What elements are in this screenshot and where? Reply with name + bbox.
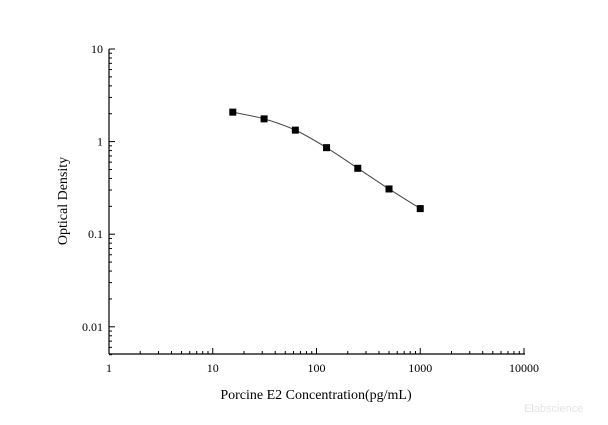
- data-point: [260, 115, 268, 123]
- data-point: [229, 108, 237, 116]
- x-tick-label: 10: [207, 361, 219, 375]
- series-line: [232, 111, 421, 210]
- y-axis-label: Optical Density: [56, 157, 71, 245]
- data-point: [385, 185, 393, 193]
- x-tick-label: 100: [308, 361, 326, 375]
- y-tick-label: 0.01: [82, 320, 103, 334]
- data-point: [291, 126, 299, 134]
- y-tick-label: 0.1: [88, 227, 103, 241]
- watermark: Elabscience: [524, 403, 583, 415]
- data-point: [416, 205, 424, 213]
- data-point: [354, 164, 362, 172]
- data-point: [323, 144, 331, 152]
- x-tick-label: 1: [106, 361, 112, 375]
- x-tick-label: 10000: [509, 361, 539, 375]
- x-tick-label: 1000: [408, 361, 432, 375]
- x-axis-label: Porcine E2 Concentration(pg/mL): [220, 388, 412, 403]
- y-tick-label: 1: [97, 135, 103, 149]
- y-tick-label: 10: [91, 42, 103, 56]
